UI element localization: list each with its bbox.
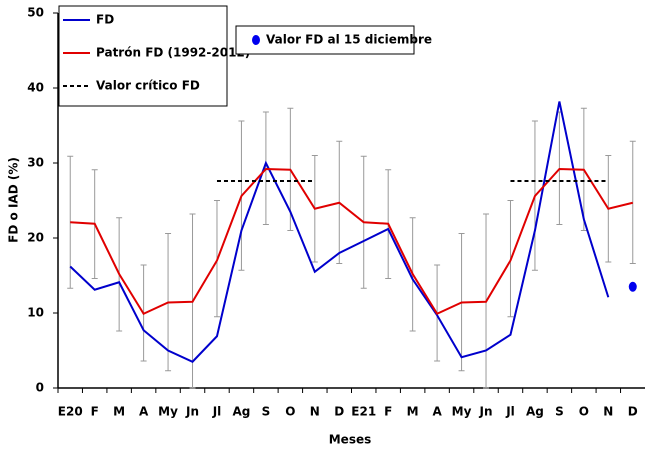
y-tick-label: 10: [27, 306, 44, 320]
x-tick-label: A: [432, 405, 442, 419]
x-tick-label: N: [310, 405, 320, 419]
x-tick-label: O: [579, 405, 589, 419]
x-tick-label: M: [113, 405, 125, 419]
y-tick-label: 40: [27, 81, 44, 95]
x-tick-label: Jn: [185, 405, 199, 419]
x-tick-label: D: [334, 405, 344, 419]
x-tick-label: N: [603, 405, 613, 419]
y-tick-label: 50: [27, 6, 44, 20]
x-tick-label: Jl: [212, 405, 222, 419]
x-tick-label: F: [91, 405, 99, 419]
x-tick-label: Ag: [232, 405, 250, 419]
x-tick-label: O: [285, 405, 295, 419]
y-axis-label: FD o IAD (%): [7, 157, 21, 243]
x-tick-label: S: [555, 405, 564, 419]
x-tick-label: E20: [58, 405, 83, 419]
x-tick-label: My: [158, 405, 178, 419]
y-tick-label: 30: [27, 156, 44, 170]
series-line: [70, 167, 634, 316]
x-tick-label: F: [384, 405, 392, 419]
point: [628, 281, 637, 292]
y-tick-label: 0: [36, 381, 44, 395]
x-tick-label: A: [139, 405, 149, 419]
y-tick-label: 20: [27, 231, 44, 245]
x-tick-label: D: [628, 405, 638, 419]
legend-label: Valor crítico FD: [96, 79, 200, 93]
legend-box: [58, 5, 228, 107]
x-tick-label: S: [262, 405, 271, 419]
x-tick-label: E21: [351, 405, 376, 419]
x-tick-label: M: [407, 405, 419, 419]
legend-swatch: [252, 35, 260, 45]
series-line: [69, 101, 610, 363]
legend-label: FD: [96, 13, 114, 27]
legend-label: Valor FD al 15 diciembre: [266, 33, 432, 47]
x-tick-label: Jn: [479, 405, 493, 419]
x-tick-label: Ag: [526, 405, 544, 419]
x-tick-label: My: [452, 405, 472, 419]
x-tick-label: Jl: [505, 405, 515, 419]
legend-label: Patrón FD (1992-2012): [96, 46, 250, 60]
x-axis-label: Meses: [329, 433, 372, 447]
legend-box: [235, 25, 415, 55]
